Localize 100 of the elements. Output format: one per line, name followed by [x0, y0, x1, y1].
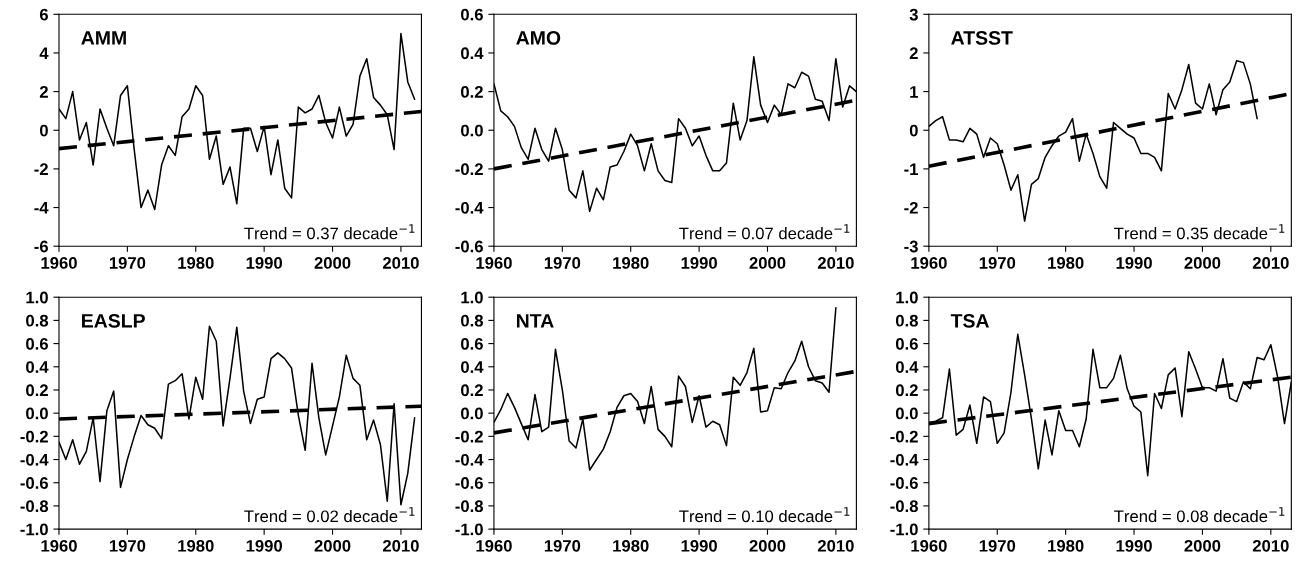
y-tick-label: -1.0 [20, 523, 48, 536]
text: ATSST [951, 31, 1013, 45]
x-tick-label: 1980 [613, 539, 649, 552]
y-tick-label: 0.8 [26, 314, 49, 327]
y-tick-label: 0.6 [461, 337, 483, 350]
x-tick-label: 1980 [1048, 539, 1084, 552]
y-tick-label: -0.6 [455, 477, 483, 489]
y-tick-label: 0.0 [461, 124, 483, 137]
y-tick-label: 0.0 [26, 407, 48, 420]
y-tick-label: -2 [904, 201, 918, 214]
x-tick-label: 1990 [1116, 539, 1152, 552]
annotation: Trend = 0.07 decade$^{−1}$ [679, 224, 850, 240]
x-tick-label: 2010 [817, 257, 854, 269]
x-tick-label: 1990 [681, 539, 717, 552]
x-tick-label: 1960 [911, 257, 947, 269]
x-tick-label: 2000 [314, 539, 351, 552]
y-tick-label: 0 [39, 124, 48, 137]
y-tick-label: -0.2 [890, 430, 918, 443]
y-tick-label: 0.2 [895, 384, 918, 397]
y-tick-label: 3 [909, 8, 918, 21]
y-tick-label: 0.6 [461, 8, 483, 21]
x-tick-label: 1970 [544, 257, 581, 269]
x-tick-label: 1980 [178, 539, 214, 552]
y-tick-label: 0.6 [895, 337, 918, 350]
y-tick-label: -0.6 [890, 477, 918, 489]
text: AMM [81, 31, 126, 45]
y-tick-label: 2 [39, 86, 48, 98]
x-tick-label: 1990 [246, 539, 283, 552]
y-tick-label: 1.0 [896, 291, 918, 304]
y-tick-label: -3 [904, 240, 918, 253]
x-tick-label: 1970 [544, 539, 581, 552]
x-tick-label: 2000 [1184, 257, 1221, 269]
y-tick-label: 0.4 [461, 47, 484, 60]
x-tick-label: 2010 [1252, 539, 1289, 552]
text: EASLP [82, 313, 145, 328]
y-tick-label: 1 [910, 86, 918, 98]
x-tick-label: 1970 [979, 257, 1016, 269]
x-tick-label: 1960 [476, 539, 512, 552]
y-tick-label: -0.8 [455, 500, 484, 513]
x-tick-label: 1980 [613, 257, 649, 269]
x-tick-label: 1990 [246, 257, 283, 269]
x-tick-label: 2010 [1252, 257, 1289, 269]
x-tick-label: 1960 [41, 257, 77, 269]
y-tick-label: 6 [39, 8, 48, 21]
y-tick-label: -4 [34, 202, 49, 214]
x-tick-label: 2000 [749, 257, 786, 269]
y-tick-label: -0.8 [890, 500, 918, 513]
x-tick-label: 1970 [979, 539, 1016, 552]
y-tick-label: 1.0 [461, 291, 483, 304]
y-tick-label: 0.4 [26, 361, 49, 373]
y-tick-label: 0.2 [26, 384, 48, 397]
y-tick-label: 4 [39, 47, 49, 59]
annotation: Trend = 0.35 decade$^{−1}$ [1114, 224, 1285, 240]
text: NTA [516, 314, 554, 328]
y-tick-label: -1.0 [455, 523, 483, 536]
y-tick-label: -0.4 [890, 453, 919, 466]
y-tick-label: -0.2 [20, 430, 48, 443]
x-tick-label: 1960 [41, 539, 77, 552]
y-tick-label: 1.0 [26, 291, 48, 304]
y-tick-label: 0.6 [26, 337, 48, 350]
annotation: Trend = 0.10 decade$^{−1}$ [679, 507, 850, 523]
y-tick-label: -0.4 [20, 453, 49, 466]
y-tick-label: -6 [34, 240, 48, 253]
x-tick-label: 1960 [476, 257, 512, 269]
x-tick-label: 1970 [109, 257, 146, 269]
x-tick-label: 1960 [911, 539, 947, 552]
y-tick-label: -1 [904, 163, 918, 175]
y-tick-label: 0.0 [461, 407, 483, 420]
y-tick-label: -0.2 [455, 430, 483, 443]
y-tick-label: -0.6 [455, 240, 483, 253]
x-tick-label: 1990 [1116, 257, 1152, 269]
y-tick-label: 0.2 [461, 86, 483, 98]
y-tick-label: -0.4 [455, 453, 484, 466]
annotation: Trend = 0.02 decade$^{−1}$ [244, 507, 415, 523]
x-tick-label: 2000 [314, 257, 351, 269]
y-tick-label: -1.0 [890, 523, 918, 536]
y-tick-label: -0.6 [20, 477, 48, 489]
y-tick-label: 0.8 [461, 314, 484, 327]
y-tick-label: 0.8 [895, 314, 918, 327]
annotation: Trend = 0.08 decade$^{−1}$ [1114, 507, 1285, 523]
y-tick-label: -2 [34, 163, 48, 175]
y-tick-label: 0.2 [461, 384, 483, 397]
x-tick-label: 1970 [109, 539, 146, 552]
x-tick-label: 1990 [681, 257, 717, 269]
y-tick-label: 0 [909, 124, 918, 137]
y-tick-label: 0.4 [461, 361, 484, 373]
y-tick-label: -0.8 [20, 500, 49, 513]
x-tick-label: 1980 [178, 257, 214, 269]
x-tick-label: 1980 [1048, 257, 1084, 269]
y-tick-label: 0.4 [895, 361, 919, 373]
text: AMO [516, 31, 561, 45]
text: TSA [950, 313, 990, 328]
x-tick-label: 2010 [382, 539, 419, 552]
x-tick-label: 2000 [1184, 539, 1221, 552]
x-tick-label: 2010 [382, 257, 419, 269]
annotation: Trend = 0.37 decade$^{−1}$ [244, 224, 415, 240]
y-tick-label: 0.0 [895, 407, 918, 420]
x-tick-label: 2000 [749, 539, 786, 552]
y-tick-label: -0.4 [455, 201, 484, 214]
x-tick-label: 2010 [817, 539, 854, 552]
